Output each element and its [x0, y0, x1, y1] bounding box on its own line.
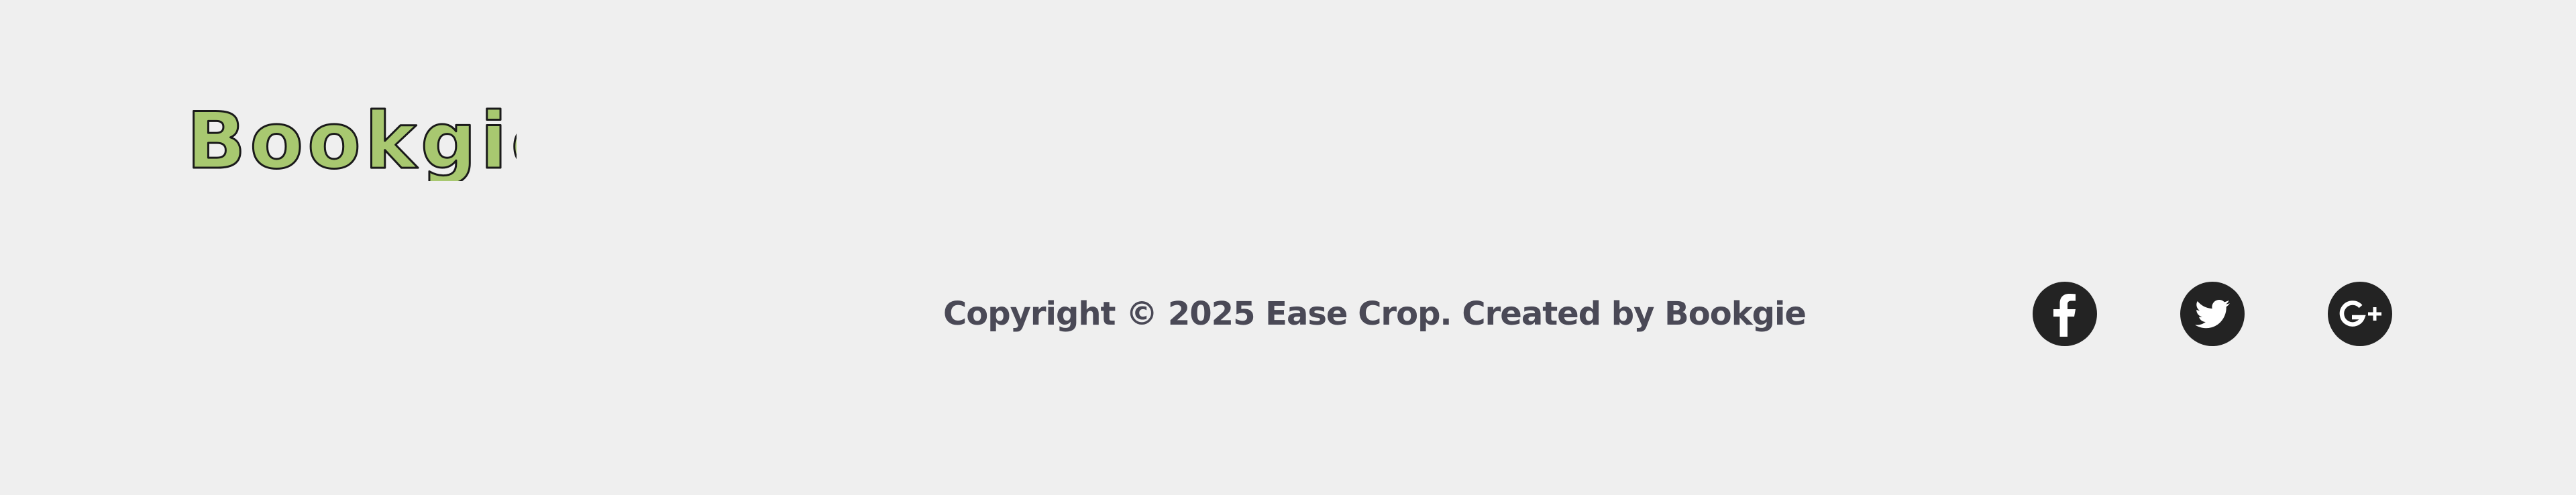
brand-logo[interactable]: Bookgie [181, 101, 517, 181]
google-plus-link[interactable] [2328, 282, 2392, 346]
brand-logo-text: Bookgie [186, 101, 517, 181]
copyright-text: Copyright © 2025 Ease Crop. Created by B… [943, 295, 1807, 333]
twitter-icon [2195, 300, 2230, 329]
facebook-icon [2053, 294, 2076, 337]
google-plus-icon [2339, 300, 2381, 327]
brand-logo-graphic: Bookgie [186, 101, 517, 181]
facebook-link[interactable] [2033, 282, 2097, 346]
social-links [2033, 282, 2392, 346]
twitter-link[interactable] [2180, 282, 2245, 346]
